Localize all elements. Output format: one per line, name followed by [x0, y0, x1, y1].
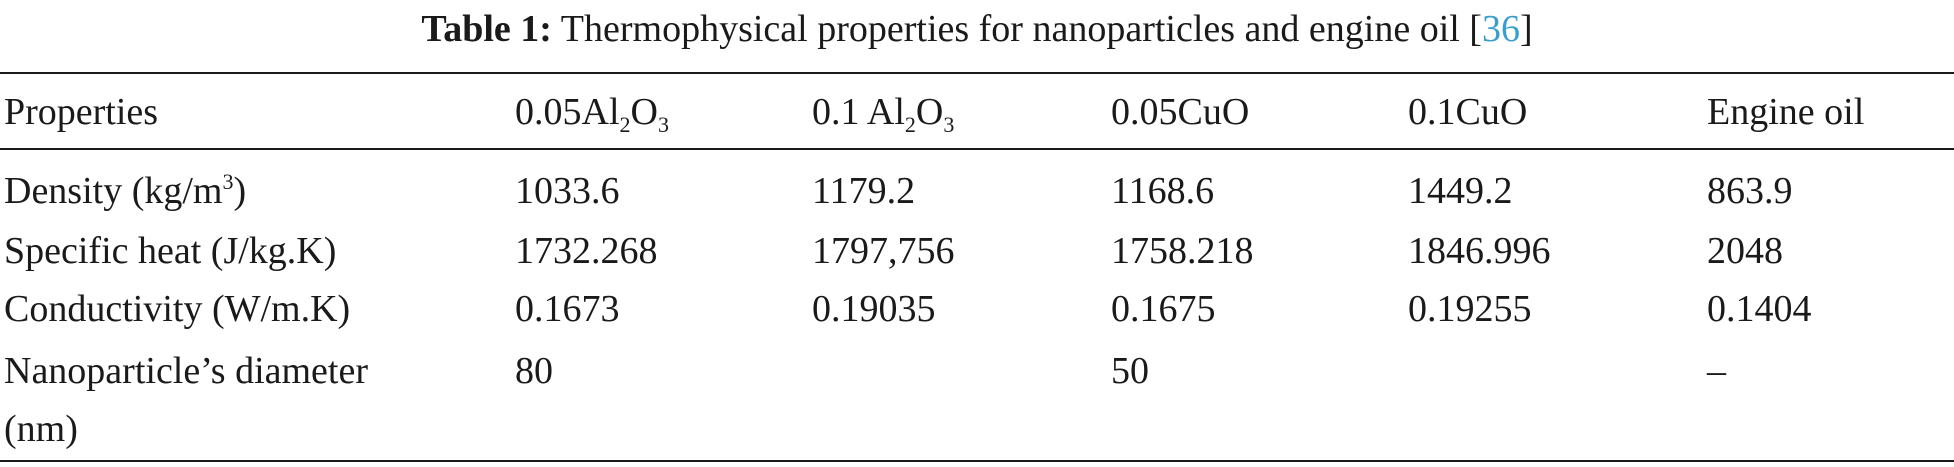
header-col1-sub2: 3 [657, 112, 669, 137]
header-0-05-cuo: 0.05CuO [1111, 91, 1250, 133]
header-col1-sub1: 2 [619, 112, 631, 137]
cell-conductivity-0-1-al2o3: 0.19035 [812, 288, 936, 330]
cell-diameter-engine-oil: – [1707, 350, 1726, 392]
caption-close: ] [1519, 8, 1533, 50]
caption-text: Thermophysical properties for nanopartic… [560, 8, 1482, 50]
cell-conductivity-0-05-cuo: 0.1675 [1111, 288, 1216, 330]
row-label-density: Density (kg/m3) [4, 168, 246, 214]
cell-density-0-1-al2o3: 1179.2 [812, 170, 916, 212]
cell-specific-heat-0-05-cuo: 1758.218 [1111, 230, 1254, 272]
cell-conductivity-engine-oil: 0.1404 [1707, 288, 1812, 330]
cell-conductivity-0-05-al2o3: 0.1673 [515, 288, 620, 330]
density-label-pre: Density (kg/m [4, 170, 223, 212]
header-col1-pre: 0.05Al [515, 91, 620, 133]
cell-specific-heat-0-05-al2o3: 1732.268 [515, 230, 658, 272]
cell-specific-heat-0-1-cuo: 1846.996 [1408, 230, 1551, 272]
header-0-05-al2o3: 0.05Al2O3 [515, 89, 669, 137]
cell-specific-heat-0-1-al2o3: 1797,756 [812, 230, 955, 272]
header-col2-pre: 0.1 Al [812, 91, 905, 133]
density-label-post: ) [233, 170, 247, 212]
header-col2-sub2: 3 [943, 112, 955, 137]
cell-diameter-0-05-al2o3: 80 [515, 350, 553, 392]
header-col1-mid: O [630, 91, 658, 133]
header-0-1-cuo: 0.1CuO [1408, 91, 1528, 133]
caption-reference-link[interactable]: 36 [1481, 8, 1520, 50]
header-col2-sub1: 2 [904, 112, 916, 137]
row-label-specific-heat: Specific heat (J/kg.K) [4, 230, 337, 272]
header-engine-oil: Engine oil [1707, 91, 1865, 133]
table-caption: Table 1: Thermophysical properties for n… [0, 6, 1954, 52]
cell-density-0-05-al2o3: 1033.6 [515, 170, 620, 212]
header-col2-mid: O [915, 91, 944, 133]
table-header-rule [0, 148, 1954, 150]
row-label-diameter-line2: (nm) [4, 408, 78, 450]
row-label-conductivity: Conductivity (W/m.K) [4, 288, 351, 330]
cell-density-engine-oil: 863.9 [1707, 170, 1793, 212]
cell-density-0-1-cuo: 1449.2 [1408, 170, 1513, 212]
cell-specific-heat-engine-oil: 2048 [1707, 230, 1783, 272]
cell-conductivity-0-1-cuo: 0.19255 [1408, 288, 1532, 330]
cell-diameter-0-05-cuo: 50 [1111, 350, 1149, 392]
table-bottom-rule [0, 460, 1954, 462]
caption-label: Table 1: [421, 8, 552, 50]
header-0-1-al2o3: 0.1 Al2O3 [812, 89, 955, 137]
header-properties: Properties [4, 91, 159, 133]
density-label-sup: 3 [222, 169, 234, 194]
table-top-rule [0, 72, 1954, 74]
cell-density-0-05-cuo: 1168.6 [1111, 170, 1215, 212]
row-label-diameter-line1: Nanoparticle’s diameter [4, 350, 369, 392]
